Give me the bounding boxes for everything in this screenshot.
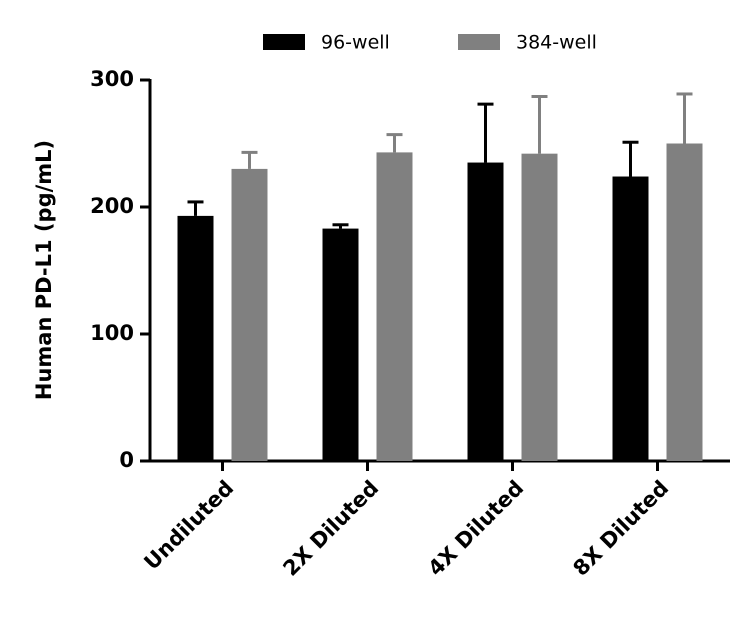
bar: [231, 168, 268, 461]
x-tick-label: 8X Diluted: [568, 476, 673, 581]
y-tick-label: 300: [90, 67, 134, 91]
legend-swatch: [458, 34, 500, 50]
bar: [322, 228, 359, 461]
bar: [666, 143, 703, 461]
bar: [376, 152, 413, 461]
x-tick-label: 4X Diluted: [423, 476, 528, 581]
bar: [177, 215, 214, 461]
x-tick-label: Undiluted: [139, 476, 238, 575]
legend-label: 384-well: [516, 32, 597, 54]
y-tick-label: 0: [119, 448, 134, 472]
x-tick-label: 2X Diluted: [278, 476, 383, 581]
bar: [521, 153, 558, 461]
legend-label: 96-well: [321, 32, 390, 54]
y-tick-label: 100: [90, 321, 134, 345]
bar: [467, 162, 504, 462]
bar: [612, 176, 649, 461]
legend-swatch: [263, 34, 305, 50]
y-tick-label: 200: [90, 194, 134, 218]
y-axis-label: Human PD-L1 (pg/mL): [32, 140, 56, 400]
